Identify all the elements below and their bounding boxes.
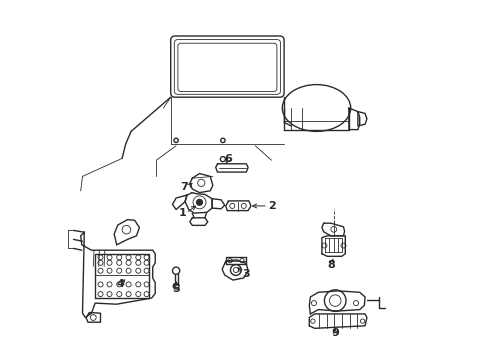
Text: 6: 6 [224, 154, 232, 164]
Text: 8: 8 [327, 260, 335, 270]
Circle shape [196, 199, 202, 205]
Text: 3: 3 [242, 269, 250, 279]
Text: 7: 7 [180, 182, 187, 192]
Text: 1: 1 [178, 208, 186, 218]
Text: 4: 4 [116, 279, 124, 289]
Text: 5: 5 [172, 284, 180, 294]
Text: 9: 9 [330, 328, 339, 338]
Text: 2: 2 [267, 201, 275, 211]
